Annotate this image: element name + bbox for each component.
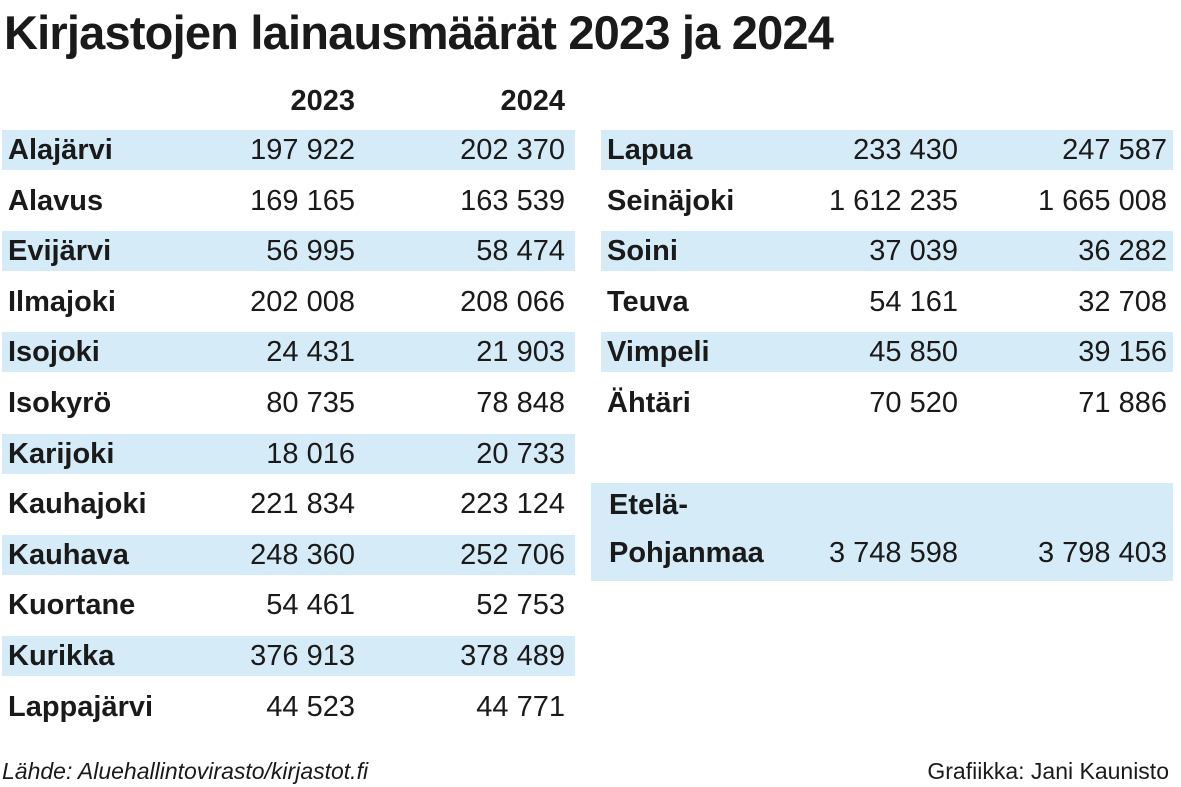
table-row: Ilmajoki 202 008 208 066	[2, 282, 575, 322]
row-name: Isokyrö	[8, 387, 112, 419]
row-value-2023: 24 431	[266, 336, 355, 368]
row-name: Vimpeli	[607, 336, 710, 368]
row-value-2023: 18 016	[266, 438, 355, 470]
row-value-2024: 247 587	[1062, 134, 1167, 166]
row-value-2024: 21 903	[476, 336, 565, 368]
row-name: Teuva	[607, 286, 689, 318]
row-name: Soini	[607, 235, 678, 267]
row-value-2024: 71 886	[1078, 387, 1167, 419]
row-value-2024: 44 771	[476, 691, 565, 723]
row-value-2024: 252 706	[460, 539, 565, 571]
table-row: Isojoki 24 431 21 903	[2, 332, 575, 372]
row-value-2023: 80 735	[266, 387, 355, 419]
row-value-2023: 248 360	[250, 539, 355, 571]
row-value-2024: 378 489	[460, 640, 565, 672]
source-note: Lähde: Aluehallintovirasto/kirjastot.fi	[2, 758, 369, 784]
chart-title: Kirjastojen lainausmäärät 2023 ja 2024	[4, 6, 834, 59]
row-name: Lapua	[607, 134, 693, 166]
row-value-2024: 223 124	[460, 488, 565, 520]
table-row: Alajärvi 197 922 202 370	[2, 130, 575, 170]
table-row: Kuortane 54 461 52 753	[2, 585, 575, 625]
total-value-2024: 3 798 403	[1037, 537, 1167, 569]
table-row: Kauhava 248 360 252 706	[2, 535, 575, 575]
row-value-2024: 208 066	[460, 286, 565, 318]
row-value-2024: 1 665 008	[1037, 185, 1167, 217]
row-value-2023: 70 520	[869, 387, 958, 419]
table-row: Vimpeli 45 850 39 156	[601, 332, 1173, 372]
row-name: Isojoki	[8, 336, 100, 368]
row-name: Karijoki	[8, 438, 115, 470]
row-value-2024: 36 282	[1078, 235, 1167, 267]
table-row: Isokyrö 80 735 78 848	[2, 383, 575, 423]
table-row: Kurikka 376 913 378 489	[2, 636, 575, 676]
row-value-2023: 44 523	[266, 691, 355, 723]
row-value-2024: 58 474	[476, 235, 565, 267]
total-row: Etelä- Pohjanmaa 3 748 598 3 798 403	[591, 483, 1173, 581]
table-row: Lappajärvi 44 523 44 771	[2, 687, 575, 727]
row-value-2024: 202 370	[460, 134, 565, 166]
row-value-2024: 20 733	[476, 438, 565, 470]
row-value-2023: 1 612 235	[828, 185, 958, 217]
table-row: Alavus 169 165 163 539	[2, 181, 575, 221]
column-header-2024: 2024	[500, 85, 565, 117]
row-value-2023: 169 165	[250, 185, 355, 217]
row-name: Ilmajoki	[8, 286, 116, 318]
table-row: Lapua 233 430 247 587	[601, 130, 1173, 170]
row-name: Evijärvi	[8, 235, 112, 267]
row-value-2023: 197 922	[250, 134, 355, 166]
table-row: Evijärvi 56 995 58 474	[2, 231, 575, 271]
row-name: Kauhajoki	[8, 488, 147, 520]
row-value-2023: 202 008	[250, 286, 355, 318]
table-row: Teuva 54 161 32 708	[601, 282, 1173, 322]
row-value-2024: 52 753	[476, 589, 565, 621]
row-name: Kurikka	[8, 640, 115, 672]
row-name: Lappajärvi	[8, 691, 154, 723]
row-value-2023: 221 834	[250, 488, 355, 520]
table-row: Seinäjoki 1 612 235 1 665 008	[601, 181, 1173, 221]
row-name: Kauhava	[8, 539, 129, 571]
table-row: Soini 37 039 36 282	[601, 231, 1173, 271]
graphics-credit: Grafiikka: Jani Kaunisto	[927, 758, 1169, 784]
row-value-2024: 78 848	[476, 387, 565, 419]
row-name: Alajärvi	[8, 134, 113, 166]
row-value-2023: 54 461	[266, 589, 355, 621]
total-name-line1: Etelä-	[609, 489, 688, 521]
row-value-2023: 37 039	[869, 235, 958, 267]
row-value-2023: 376 913	[250, 640, 355, 672]
row-name: Seinäjoki	[607, 185, 735, 217]
table-row: Karijoki 18 016 20 733	[2, 434, 575, 474]
row-value-2023: 233 430	[853, 134, 958, 166]
table-row: Kauhajoki 221 834 223 124	[2, 484, 575, 524]
row-value-2024: 39 156	[1078, 336, 1167, 368]
column-header-2023: 2023	[290, 85, 355, 117]
table-row: Ähtäri 70 520 71 886	[601, 383, 1173, 423]
row-value-2024: 163 539	[460, 185, 565, 217]
row-name: Kuortane	[8, 589, 136, 621]
total-name-line2: Pohjanmaa	[609, 537, 764, 569]
row-value-2023: 54 161	[869, 286, 958, 318]
row-name: Ähtäri	[607, 387, 691, 419]
row-value-2024: 32 708	[1078, 286, 1167, 318]
total-value-2023: 3 748 598	[828, 537, 958, 569]
row-name: Alavus	[8, 185, 104, 217]
row-value-2023: 45 850	[869, 336, 958, 368]
row-value-2023: 56 995	[266, 235, 355, 267]
